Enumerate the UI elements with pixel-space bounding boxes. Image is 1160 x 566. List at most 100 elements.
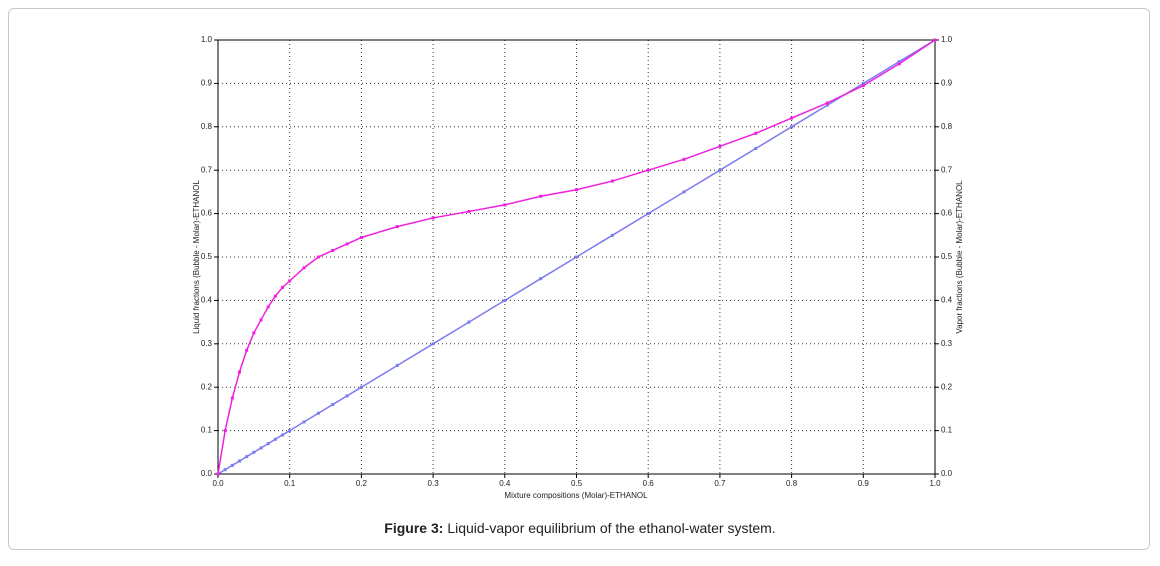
point-marker — [216, 472, 220, 476]
x-axis-label: Mixture compositions (Molar)-ETHANOL — [504, 491, 648, 500]
y2-tick-label: 0.4 — [941, 296, 953, 305]
point-marker — [331, 403, 335, 407]
point-marker — [825, 103, 829, 107]
point-marker — [345, 242, 349, 246]
point-marker — [281, 285, 285, 289]
point-marker — [718, 144, 722, 148]
point-marker — [230, 396, 234, 400]
point-marker — [345, 394, 349, 398]
point-marker — [252, 450, 256, 454]
chart: Mixture compositions (Molar)-ETHANOL Liq… — [192, 35, 964, 500]
point-marker — [238, 459, 242, 463]
point-marker — [610, 233, 614, 237]
x-tick-label: 0.7 — [714, 479, 726, 488]
y-tick-label: 0.8 — [201, 122, 213, 131]
point-marker — [933, 38, 937, 42]
y-tick-label: 0.7 — [201, 165, 213, 174]
point-marker — [682, 190, 686, 194]
point-marker — [281, 433, 285, 437]
y2-tick-label: 1.0 — [941, 35, 953, 44]
point-marker — [359, 385, 363, 389]
y-tick-label: 0.6 — [201, 209, 213, 218]
point-marker — [230, 463, 234, 467]
point-marker — [467, 209, 471, 213]
point-marker — [316, 255, 320, 259]
y-tick-label: 0.9 — [201, 79, 213, 88]
point-marker — [682, 157, 686, 161]
point-marker — [252, 331, 256, 335]
caption: Figure 3: Liquid-vapor equilibrium of th… — [0, 520, 1160, 536]
x-tick-label: 0.5 — [571, 479, 583, 488]
point-marker — [897, 60, 901, 64]
point-marker — [288, 429, 292, 433]
point-marker — [395, 364, 399, 367]
point-marker — [467, 320, 471, 324]
figure-frame — [8, 8, 1150, 550]
x-tick-label: 0.4 — [499, 479, 511, 488]
point-marker — [273, 437, 277, 441]
point-marker — [646, 168, 650, 172]
x-tick-label: 0.1 — [284, 479, 296, 488]
point-marker — [273, 294, 277, 298]
series-line — [217, 39, 936, 475]
y-tick-label: 0.0 — [201, 469, 213, 478]
y-tick-label: 0.3 — [201, 339, 213, 348]
x-tick-label: 0.8 — [786, 479, 798, 488]
point-marker — [790, 116, 794, 120]
y-tick-label: 0.2 — [201, 382, 213, 391]
caption-text: Liquid-vapor equilibrium of the ethanol-… — [447, 520, 776, 536]
point-marker — [718, 168, 722, 172]
y-tick-label: 0.1 — [201, 426, 213, 435]
point-marker — [897, 62, 901, 66]
point-marker — [359, 235, 363, 239]
point-marker — [316, 411, 320, 415]
y-axis-label: Liquid fractions (Bubble - Molar)-ETHANO… — [192, 180, 201, 334]
y2-tick-label: 0.0 — [941, 469, 953, 478]
point-marker — [575, 188, 578, 192]
point-marker — [331, 248, 335, 252]
point-marker — [245, 348, 249, 352]
point-marker — [302, 266, 306, 270]
y2-tick-label: 0.2 — [941, 382, 953, 391]
point-marker — [575, 255, 578, 259]
x-tick-label: 0.6 — [643, 479, 655, 488]
point-marker — [503, 203, 507, 207]
point-marker — [259, 446, 263, 450]
y-tick-label: 0.5 — [201, 252, 213, 261]
point-marker — [431, 342, 435, 346]
point-marker — [503, 298, 507, 302]
point-marker — [825, 101, 829, 105]
point-marker — [646, 212, 650, 216]
point-marker — [790, 125, 794, 129]
y2-tick-label: 0.5 — [941, 252, 953, 261]
point-marker — [754, 131, 758, 135]
x-tick-label: 0.0 — [212, 479, 224, 488]
point-marker — [223, 429, 227, 433]
x-tick-label: 0.9 — [858, 479, 870, 488]
x-tick-label: 1.0 — [929, 479, 941, 488]
point-marker — [259, 318, 263, 322]
y2-tick-label: 0.8 — [941, 122, 953, 131]
point-marker — [861, 81, 865, 85]
y2-tick-label: 0.6 — [941, 209, 953, 218]
point-marker — [754, 147, 758, 150]
point-marker — [288, 279, 292, 283]
point-marker — [610, 179, 614, 183]
y2-tick-label: 0.9 — [941, 79, 953, 88]
point-marker — [266, 305, 270, 309]
point-marker — [223, 468, 227, 472]
x-tick-label: 0.3 — [428, 479, 440, 488]
point-marker — [302, 420, 306, 424]
x-tick-label: 0.2 — [356, 479, 368, 488]
point-marker — [395, 225, 399, 229]
point-marker — [245, 455, 249, 459]
plot-frame — [217, 39, 936, 475]
y-tick-label: 0.4 — [201, 296, 213, 305]
point-marker — [539, 194, 543, 198]
y2-axis-label: Vapor fractions (Bubble - Molar)-ETHANOL — [955, 180, 964, 334]
y2-tick-label: 0.3 — [941, 339, 953, 348]
caption-label: Figure 3: — [384, 520, 444, 536]
y2-tick-label: 0.7 — [941, 165, 953, 174]
point-marker — [539, 277, 543, 281]
point-marker — [861, 84, 865, 88]
